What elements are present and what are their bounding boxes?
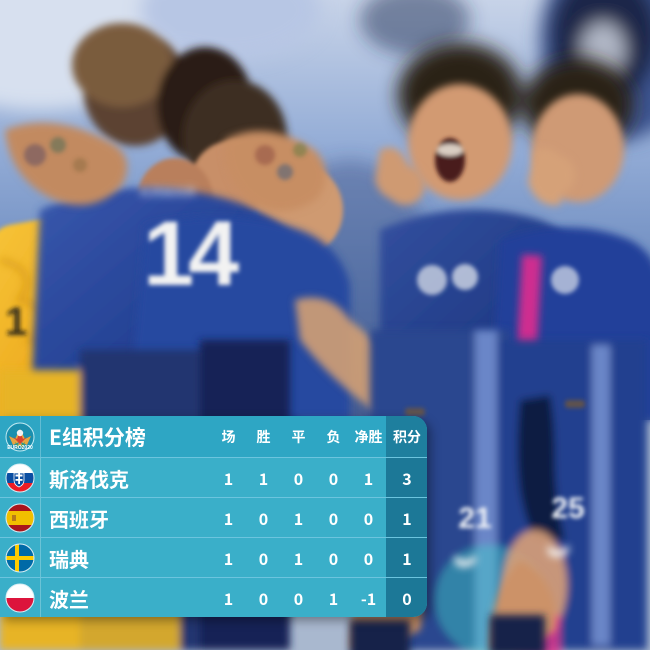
svg-text:KRMAR: KRMAR bbox=[140, 184, 196, 201]
svg-text:14: 14 bbox=[143, 203, 239, 305]
svg-text:25: 25 bbox=[551, 492, 584, 525]
svg-text:1: 1 bbox=[5, 300, 27, 344]
svg-text:EURO2020: EURO2020 bbox=[7, 445, 33, 451]
svg-text:21: 21 bbox=[458, 502, 491, 535]
